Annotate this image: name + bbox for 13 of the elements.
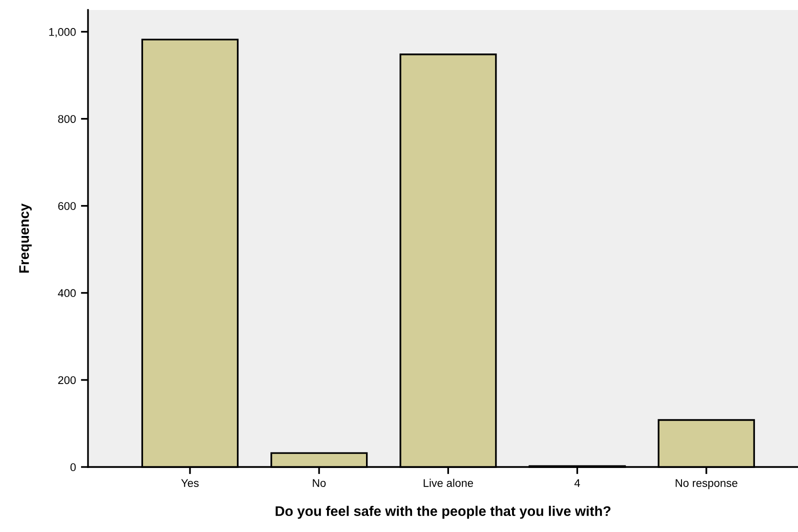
y-axis-title: Frequency <box>19 203 32 273</box>
y-tick-label: 800 <box>58 115 76 123</box>
x-tick-label: 4 <box>574 479 580 487</box>
x-tick-label: Yes <box>181 479 199 487</box>
y-tick-label: 400 <box>58 289 76 298</box>
x-axis-title: Do you feel safe with the people that you live with? <box>276 506 610 519</box>
y-tick-label: 0 <box>70 463 76 472</box>
y-tick-label: 1,000 <box>49 28 76 38</box>
x-tick-label: No response <box>676 479 738 490</box>
x-tick-label: Live alone <box>424 478 473 487</box>
x-tick-label: No <box>312 479 326 487</box>
y-tick-label: 200 <box>58 376 76 384</box>
y-tick-label: 600 <box>58 202 76 210</box>
